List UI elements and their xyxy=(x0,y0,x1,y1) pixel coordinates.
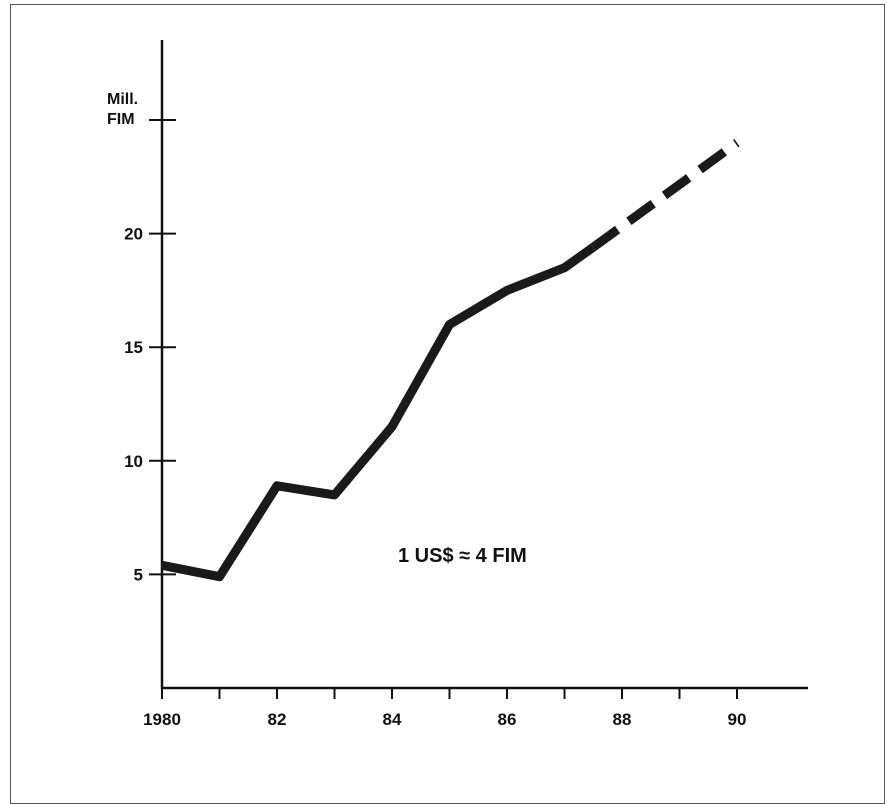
tick-labels: 1980 82 84 86 88 90 5 10 15 20 xyxy=(124,225,746,729)
y-tick-label-10: 10 xyxy=(124,452,143,471)
y-unit-label-line2: FIM xyxy=(107,111,135,128)
y-tick-label-20: 20 xyxy=(124,225,143,244)
y-unit-label-line1: Mill. xyxy=(107,91,138,108)
x-tick-label-84: 84 xyxy=(383,710,402,729)
x-tick-label-90: 90 xyxy=(728,710,747,729)
y-tick-label-5: 5 xyxy=(134,565,143,584)
axes xyxy=(160,40,808,690)
series-line-solid xyxy=(161,243,596,582)
ticks xyxy=(149,119,738,699)
x-tick-label-86: 86 xyxy=(498,710,517,729)
x-tick-label-88: 88 xyxy=(613,710,632,729)
chart-frame xyxy=(10,4,885,804)
series xyxy=(161,139,740,582)
y-tick-label-15: 15 xyxy=(124,338,143,357)
exchange-rate-annotation: 1 US$ ≈ 4 FIM xyxy=(398,545,527,567)
x-tick-label-1980: 1980 xyxy=(143,710,181,729)
line-chart: 1980 82 84 86 88 90 5 10 15 20 Mill. FIM 1 US$ ≈ … xyxy=(107,40,808,729)
x-tick-label-82: 82 xyxy=(268,710,287,729)
series-line-dashed xyxy=(590,139,740,251)
